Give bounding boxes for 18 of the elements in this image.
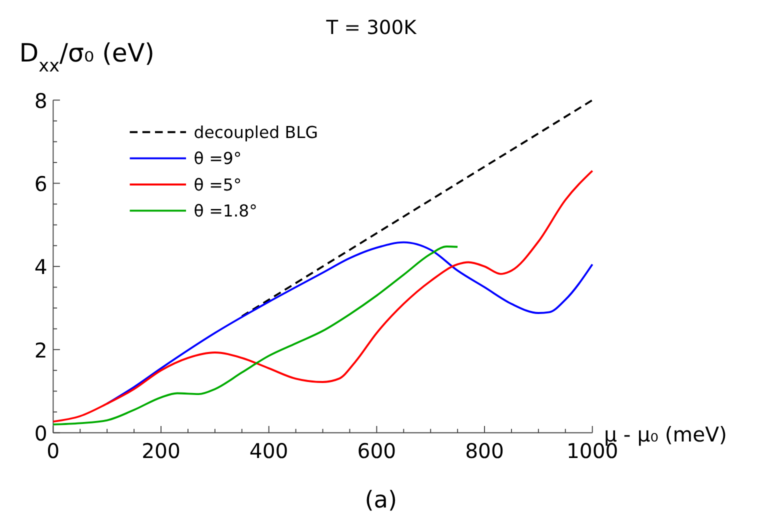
legend-label: θ =9° bbox=[194, 149, 242, 168]
x-tick-label: 800 bbox=[465, 438, 504, 463]
y-tick-label: 4 bbox=[34, 255, 48, 280]
y-tick-label: 0 bbox=[34, 422, 48, 446]
legend-label: θ =1.8° bbox=[194, 201, 258, 220]
x-tick-label: 400 bbox=[249, 438, 288, 463]
legend-label: θ =5° bbox=[194, 175, 242, 194]
y-axis-title: D$_{xx}$/σ₀ (eV) bbox=[19, 38, 155, 76]
line-series bbox=[52, 170, 594, 422]
line-series bbox=[52, 246, 459, 426]
chart-title: T = 300K bbox=[325, 16, 418, 40]
x-tick-label: 600 bbox=[357, 438, 396, 463]
y-tick-label: 6 bbox=[34, 172, 48, 196]
y-tick-label: 2 bbox=[34, 338, 48, 362]
legend-label: decoupled BLG bbox=[194, 122, 318, 142]
x-tick-label: 200 bbox=[142, 438, 180, 463]
y-tick-label: 8 bbox=[34, 88, 48, 113]
text: (a) bbox=[364, 486, 398, 514]
